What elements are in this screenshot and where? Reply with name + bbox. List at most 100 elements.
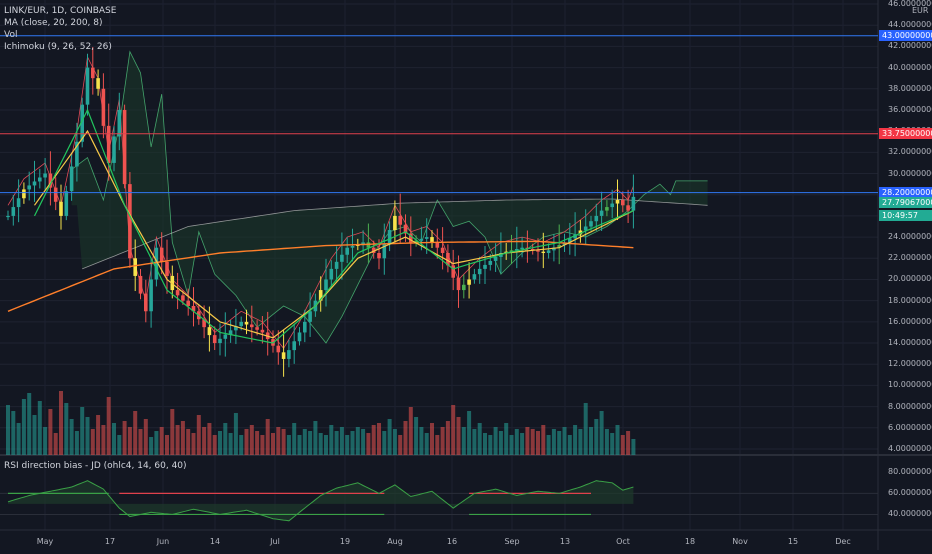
volume-bar bbox=[180, 421, 185, 455]
candle-body bbox=[101, 88, 106, 126]
ichimoku-legend[interactable]: Ichimoku (9, 26, 52, 26) bbox=[4, 42, 112, 52]
volume-bar bbox=[408, 407, 413, 455]
price-axis-tick: 18.00000000 bbox=[888, 295, 932, 305]
volume-bar bbox=[583, 403, 588, 455]
volume-bar bbox=[313, 421, 318, 455]
candle-body bbox=[424, 237, 429, 239]
candle-body bbox=[175, 290, 180, 296]
candle-body bbox=[446, 252, 450, 266]
volume-bar bbox=[96, 415, 101, 455]
rsi-axis-tick: 60.00000000 bbox=[888, 488, 932, 498]
candle-body bbox=[377, 252, 381, 259]
volume-bar bbox=[292, 423, 297, 455]
vol-legend[interactable]: Vol bbox=[4, 30, 18, 40]
volume-bar bbox=[392, 429, 397, 455]
time-axis-tick: Jun bbox=[156, 537, 170, 546]
volume-bar bbox=[620, 435, 625, 455]
volume-bar bbox=[456, 417, 461, 455]
candle-body bbox=[631, 196, 636, 211]
rsi-pane-title[interactable]: RSI direction bias - JD (ohlc4, 14, 60, … bbox=[4, 461, 187, 471]
ma8-line bbox=[33, 108, 634, 344]
price-tag[interactable]: 10:49:57 bbox=[879, 209, 932, 221]
candle-body bbox=[80, 104, 84, 142]
price-tag[interactable]: 27.79067000 bbox=[879, 197, 932, 209]
price-tag[interactable]: 28.20000000 bbox=[879, 187, 932, 199]
volume-bar bbox=[48, 409, 53, 455]
candle-body bbox=[91, 67, 95, 79]
volume-bar bbox=[430, 423, 434, 455]
candle-body bbox=[398, 215, 402, 225]
candle-body bbox=[22, 189, 26, 199]
volume-bar bbox=[382, 431, 387, 455]
candle-body bbox=[281, 352, 286, 359]
volume-bar bbox=[228, 433, 233, 455]
candle-body bbox=[557, 245, 561, 248]
candle-body bbox=[64, 191, 69, 216]
price-tag[interactable]: 43.00000000 bbox=[879, 30, 932, 42]
volume-bar bbox=[101, 425, 106, 455]
volume-bar bbox=[59, 391, 63, 455]
price-axis-tick: 40.00000000 bbox=[888, 62, 932, 72]
candle-body bbox=[536, 250, 540, 252]
candle-body bbox=[340, 254, 344, 262]
candle-body bbox=[414, 240, 418, 243]
volume-bar bbox=[16, 423, 21, 455]
candle-body bbox=[234, 326, 238, 331]
candle-body bbox=[106, 125, 111, 163]
volume-bar bbox=[265, 419, 270, 455]
volume-bar bbox=[414, 417, 419, 455]
volume-bar bbox=[589, 427, 593, 455]
ma-legend[interactable]: MA (close, 20, 200, 8) bbox=[4, 18, 103, 28]
price-axis-tick: 46.00000000 bbox=[888, 0, 932, 8]
volume-bar bbox=[233, 413, 238, 455]
volume-bar bbox=[149, 437, 154, 455]
candle-body bbox=[144, 293, 148, 312]
volume-bar bbox=[594, 419, 599, 455]
volume-bar bbox=[32, 415, 37, 455]
volume-bar bbox=[419, 427, 424, 455]
volume-bar bbox=[11, 411, 16, 455]
candle-body bbox=[117, 109, 122, 137]
candle-body bbox=[138, 275, 143, 294]
volume-bar bbox=[297, 435, 302, 455]
candle-body bbox=[483, 264, 487, 269]
volume-bar bbox=[80, 407, 85, 455]
volume-bar bbox=[339, 427, 344, 455]
candle-body bbox=[255, 327, 259, 330]
volume-bar bbox=[451, 405, 456, 455]
volume-bar bbox=[398, 435, 403, 455]
candle-body bbox=[366, 242, 371, 248]
volume-bar bbox=[117, 435, 122, 455]
candle-body bbox=[552, 247, 556, 251]
candle-body bbox=[493, 256, 498, 261]
candle-body bbox=[520, 247, 524, 250]
volume-bar bbox=[514, 429, 519, 455]
price-axis-tick: 30.00000000 bbox=[888, 168, 932, 178]
candle-body bbox=[387, 230, 392, 245]
volume-bar bbox=[493, 427, 498, 455]
candle-body bbox=[409, 233, 413, 243]
candle-body bbox=[276, 345, 281, 353]
candle-body bbox=[75, 141, 79, 167]
volume-bar bbox=[345, 435, 350, 455]
volume-bar bbox=[143, 419, 148, 455]
volume-bar bbox=[403, 421, 408, 455]
volume-bar bbox=[196, 415, 201, 455]
price-tag[interactable]: 33.75000000 bbox=[879, 128, 932, 140]
volume-bar bbox=[281, 429, 286, 455]
time-axis-tick: 16 bbox=[446, 537, 458, 546]
rsi-bull-fill bbox=[8, 480, 634, 521]
candle-body bbox=[228, 330, 233, 335]
time-axis-tick: 15 bbox=[787, 537, 799, 546]
volume-bar bbox=[472, 429, 477, 455]
candle-body bbox=[504, 251, 508, 253]
volume-bar bbox=[573, 425, 578, 455]
candle-body bbox=[11, 207, 16, 216]
volume-bar bbox=[615, 425, 620, 455]
symbol-legend[interactable]: LINK/EUR, 1D, COINBASE bbox=[4, 6, 117, 16]
candle-body bbox=[244, 321, 249, 325]
candle-body bbox=[202, 319, 206, 328]
candle-body bbox=[303, 321, 307, 333]
